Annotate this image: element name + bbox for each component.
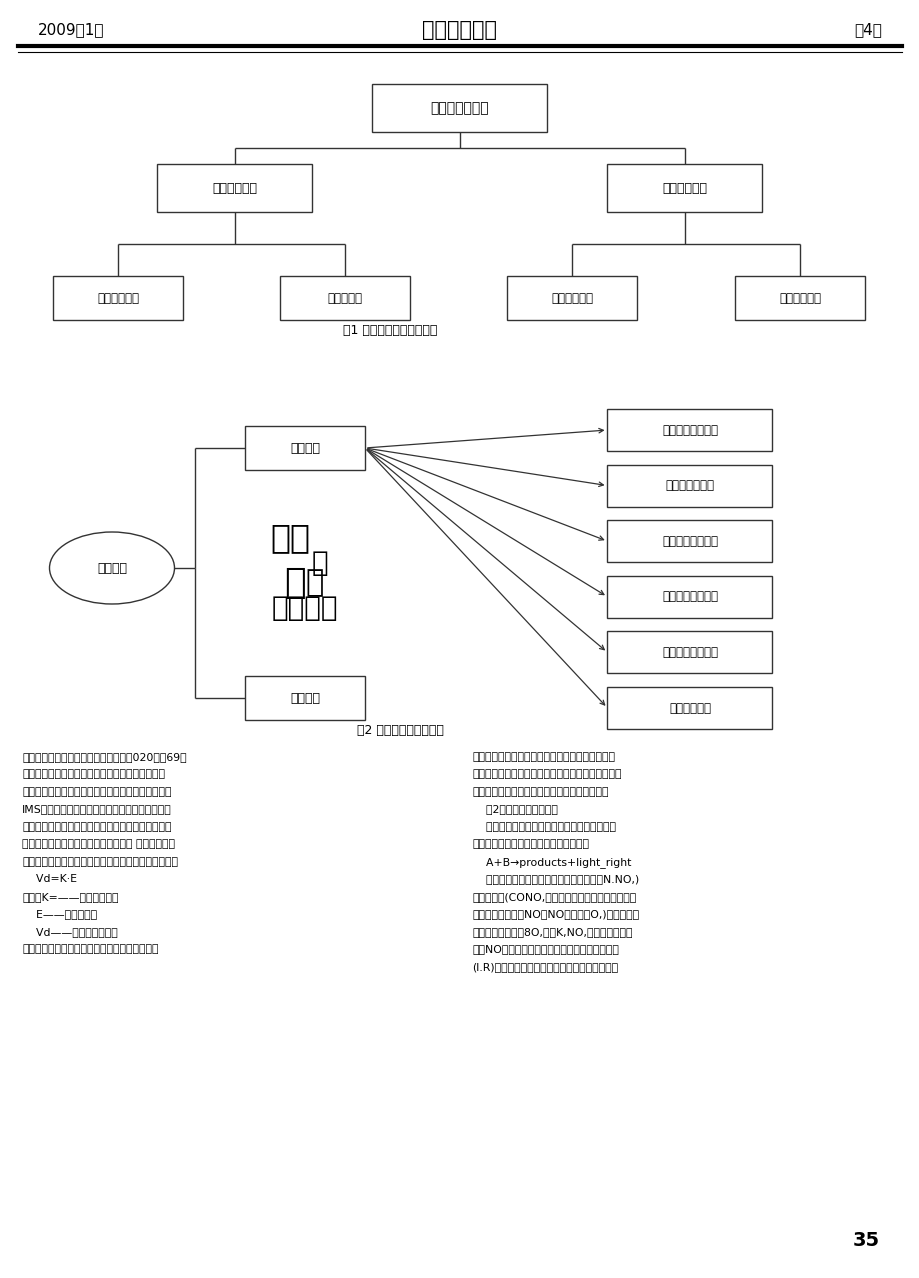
Text: 检测技术: 检测技术 (96, 561, 127, 575)
Text: 子迁移率不同，所以该检在给速度就被区别相距，这: 子迁移率不同，所以该检在给速度就被区别相距，这 (471, 769, 621, 780)
FancyBboxPatch shape (734, 276, 864, 320)
Text: 出来的化学光，适明常的抗反应比如下：: 出来的化学光，适明常的抗反应比如下： (471, 840, 588, 850)
Text: 或硝酸酯基(CONO,），在化合系统中，炸药分子首: 或硝酸酯基(CONO,），在化合系统中，炸药分子首 (471, 892, 636, 902)
Text: 代中期，成液离稀循逆件进对接接需要更快速、灵: 代中期，成液离稀循逆件进对接接需要更快速、灵 (22, 769, 165, 780)
FancyBboxPatch shape (607, 409, 772, 451)
Text: Vd——离子迁移速度。: Vd——离子迁移速度。 (22, 927, 118, 937)
Text: 图2 痕量爆炸物检测技术: 图2 痕量爆炸物检测技术 (357, 723, 443, 736)
Text: 为单位电场强度中的离子迁移速度，用公式表示如下：: 为单位电场强度中的离子迁移速度，用公式表示如下： (22, 858, 177, 866)
Text: 带电离子会在电场作用下产生迁移，移动为各种离: 带电离子会在电场作用下产生迁移，移动为各种离 (471, 751, 614, 762)
Text: （2）化学发光检测技术: （2）化学发光检测技术 (471, 804, 557, 814)
FancyBboxPatch shape (607, 520, 772, 562)
Text: 样我们就可以从这则样样样品的组前离和检测。: 样我们就可以从这则样样样品的组前离和检测。 (471, 787, 607, 797)
Text: 属性，不和同物质被该速样距，不同移 迁移率被定义: 属性，不和同物质被该速样距，不同移 迁移率被定义 (22, 840, 175, 850)
FancyBboxPatch shape (244, 676, 365, 720)
Text: 爆炸物检测技术: 爆炸物检测技术 (430, 101, 489, 115)
FancyBboxPatch shape (607, 465, 772, 506)
Text: 本科检测: 本科检测 (271, 594, 338, 622)
Text: 式中：K=——离子迁移率；: 式中：K=——离子迁移率； (22, 892, 119, 902)
FancyBboxPatch shape (506, 276, 636, 320)
Text: 国防技术基础: 国防技术基础 (422, 20, 497, 40)
Text: 化合光是指化学类似后使用将炸物微量被释放: 化合光是指化学类似后使用将炸物微量被释放 (471, 822, 616, 832)
Text: 大: 大 (284, 566, 305, 599)
FancyBboxPatch shape (53, 276, 183, 320)
FancyBboxPatch shape (607, 688, 772, 728)
Text: 发的NO时，将辐射约中叫其有较密集的红外光子: 发的NO时，将辐射约中叫其有较密集的红外光子 (471, 944, 618, 955)
Text: 块体检测: 块体检测 (289, 691, 320, 704)
Text: 化学试剂检测技术: 化学试剂检测技术 (662, 590, 717, 603)
Text: IMS主要是通过气态离子迁移率的面则来达到分析: IMS主要是通过气态离子迁移率的面则来达到分析 (22, 804, 172, 814)
Ellipse shape (50, 532, 175, 604)
Text: 物质的目的，在定项条件下离子离移率是物质的一种: 物质的目的，在定项条件下离子离移率是物质的一种 (22, 822, 171, 832)
FancyBboxPatch shape (157, 164, 312, 212)
Text: 表面声波检测技术: 表面声波检测技术 (662, 534, 717, 548)
Text: 犬: 犬 (305, 569, 323, 598)
Text: 块体检测技术: 块体检测技术 (212, 181, 257, 194)
Text: 图1 爆炸物检测技术分类图: 图1 爆炸物检测技术分类图 (343, 325, 437, 337)
FancyBboxPatch shape (607, 576, 772, 617)
Text: 敏的检测方法却用于爆炸物积液储药物的现场检测。: 敏的检测方法却用于爆炸物积液储药物的现场检测。 (22, 787, 171, 797)
Text: 痕量检测技术: 痕量检测技术 (662, 181, 707, 194)
Text: 木: 木 (312, 550, 328, 576)
Text: 成像检测技术: 成像检测技术 (96, 291, 139, 304)
Text: 卜犬: 卜犬 (269, 521, 310, 555)
Text: A+B→products+light_right: A+B→products+light_right (471, 858, 630, 868)
Text: 第4期: 第4期 (853, 23, 881, 37)
Text: 紫外荧光检测技术: 紫外荧光检测技术 (662, 645, 717, 659)
Text: 35: 35 (852, 1231, 879, 1250)
Text: 反应产生激激蓝的8O,分子K,NO,受这被激光非激: 反应产生激激蓝的8O,分子K,NO,受这被激光非激 (471, 927, 632, 937)
Text: 2009年1月: 2009年1月 (38, 23, 105, 37)
FancyBboxPatch shape (279, 276, 410, 320)
FancyBboxPatch shape (607, 631, 772, 674)
Text: 质谱检测技术: 质谱检测技术 (668, 702, 710, 714)
Text: 先被加热分解产生NO和NO，复氧气O,)，在真空腔: 先被加热分解产生NO和NO，复氧气O,)，在真空腔 (471, 910, 639, 919)
Text: 热氧化还原技术: 热氧化还原技术 (664, 479, 714, 492)
Text: E——电场强度；: E——电场强度； (22, 910, 97, 919)
Text: 应的研究已相当基本处处于模糊状态。020世纪69年: 应的研究已相当基本处处于模糊状态。020世纪69年 (22, 751, 187, 762)
Text: 蒸汽检测技术: 蒸汽检测技术 (550, 291, 593, 304)
Text: 化学发光检测技术: 化学发光检测技术 (662, 423, 717, 437)
Text: 现有的此次激激炸多样对样都含有基团（N.NO,): 现有的此次激激炸多样对样都含有基团（N.NO,) (471, 874, 639, 884)
Text: 痕量检测: 痕量检测 (289, 441, 320, 455)
FancyBboxPatch shape (244, 426, 365, 470)
FancyBboxPatch shape (372, 84, 547, 132)
Text: 核检测技术: 核检测技术 (327, 291, 362, 304)
FancyBboxPatch shape (607, 164, 762, 212)
Text: (I.R)通过这些辐激辐辐辐辐辐该红外光子，光是: (I.R)通过这些辐激辐辐辐辐辐该红外光子，光是 (471, 962, 618, 973)
Text: 颗粒检测技术: 颗粒检测技术 (778, 291, 820, 304)
Text: 因此，当待检测样品离被电离变频离密频离后，: 因此，当待检测样品离被电离变频离密频离后， (22, 944, 158, 955)
Text: Vd=K·E: Vd=K·E (22, 874, 77, 884)
